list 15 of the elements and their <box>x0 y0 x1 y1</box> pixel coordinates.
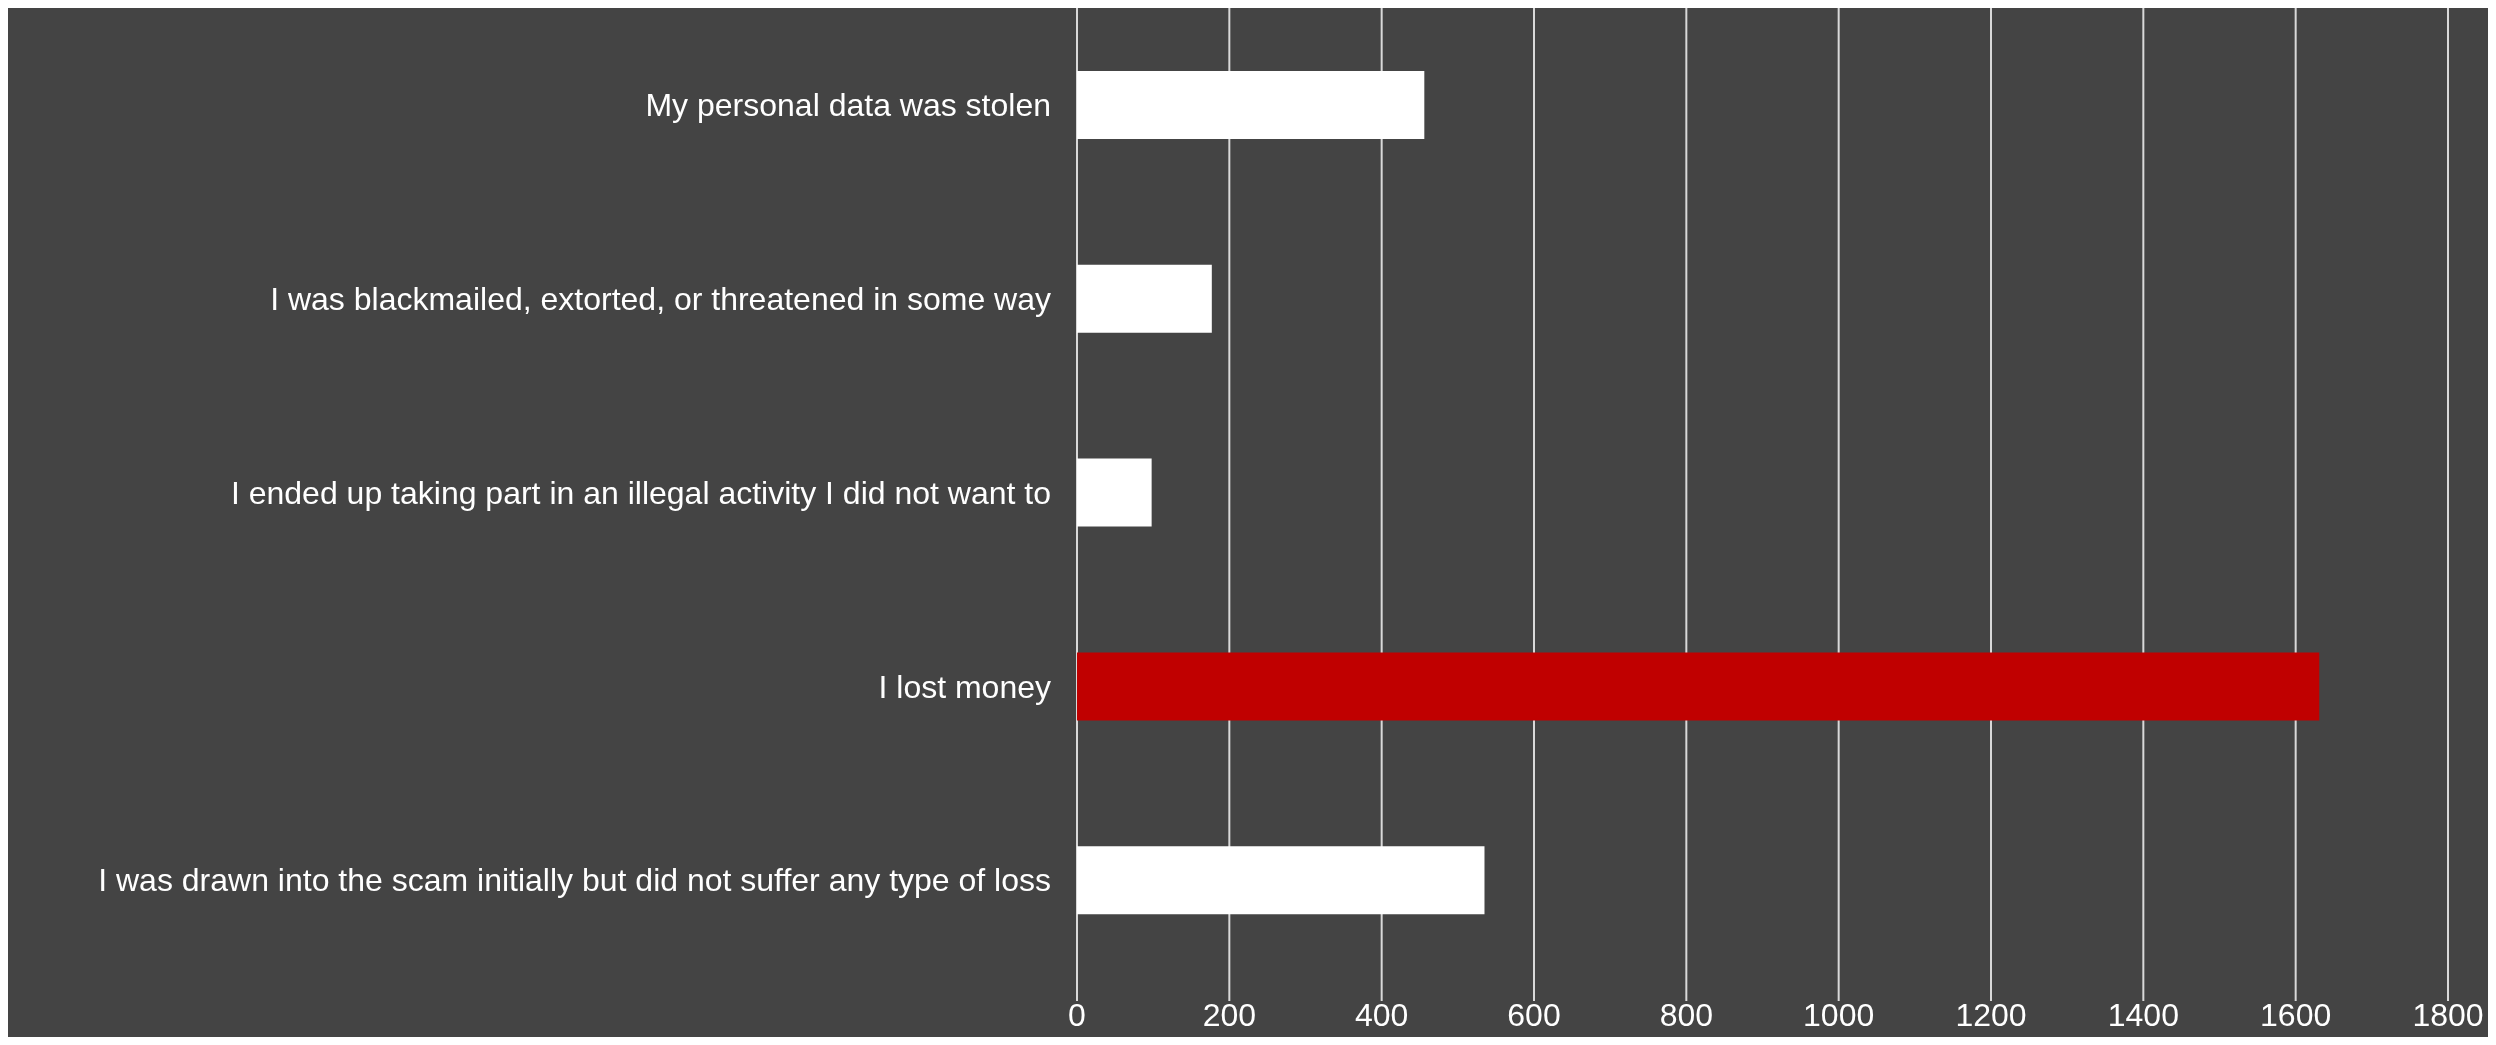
y-tick-label: My personal data was stolen <box>645 87 1051 124</box>
x-tick-label: 1000 <box>1803 996 1875 1033</box>
y-tick-label: I was blackmailed, extorted, or threatened in some way <box>270 281 1051 318</box>
x-tick-label: 1800 <box>2412 996 2484 1033</box>
x-tick-label: 1400 <box>2107 996 2179 1033</box>
x-tick-label: 600 <box>1507 996 1561 1033</box>
x-tick-label: 400 <box>1354 996 1409 1033</box>
x-tick-label: 800 <box>1659 996 1714 1033</box>
x-tick-label: 1200 <box>1955 996 2027 1033</box>
x-tick-label: 1600 <box>2260 996 2332 1033</box>
x-tick-label: 200 <box>1202 996 1257 1033</box>
y-tick-label: I ended up taking part in an illegal activity I did not want to <box>230 474 1051 511</box>
y-tick-label: I was drawn into the scam initially but did not suffer any type of loss <box>98 862 1051 899</box>
y-tick-label: I lost money <box>878 668 1051 705</box>
x-tick-label: 0 <box>1068 996 1086 1033</box>
